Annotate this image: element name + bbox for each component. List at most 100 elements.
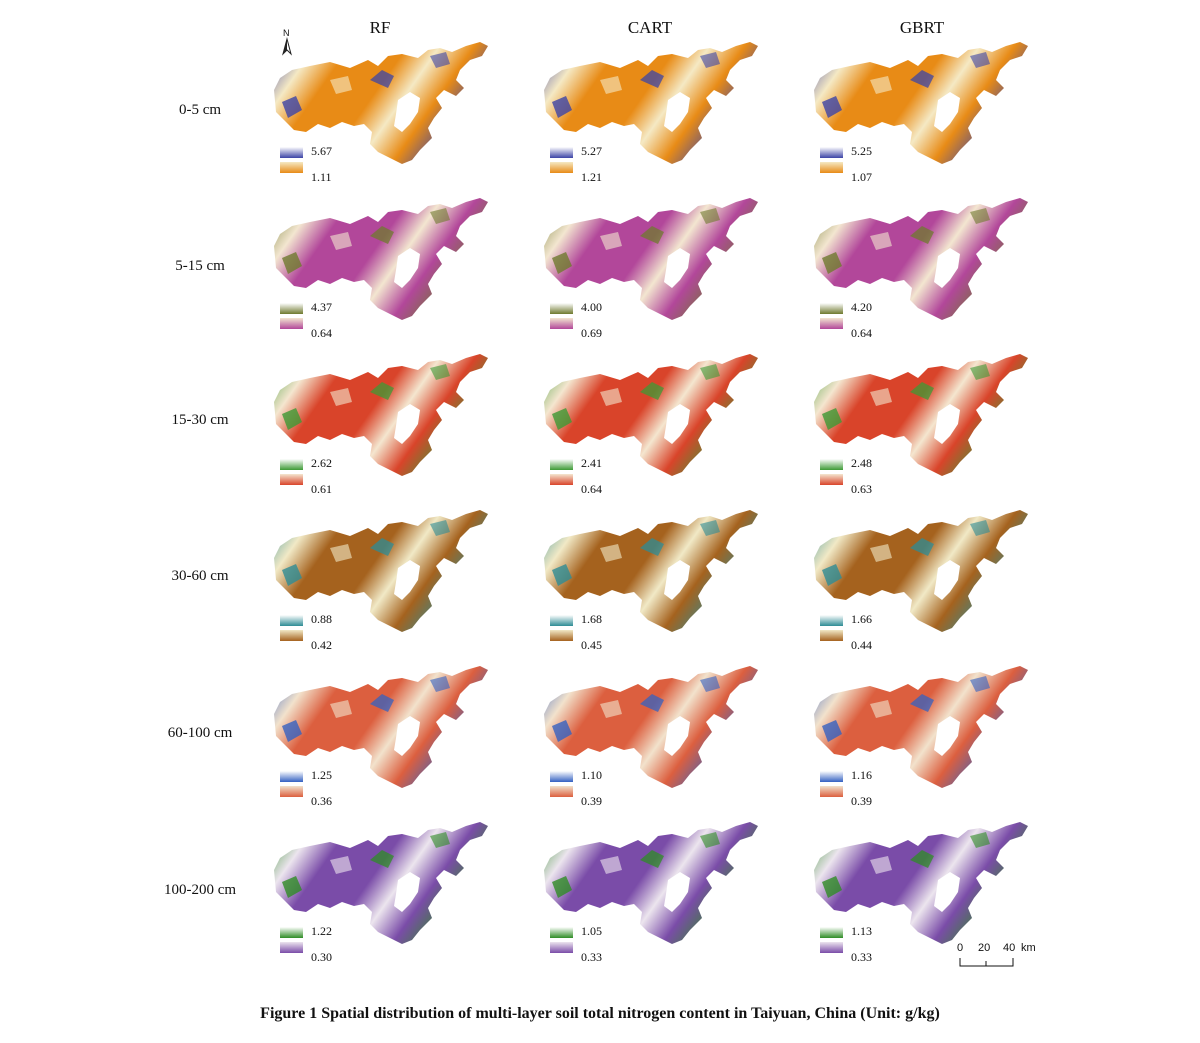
map-panel-cart-4: 1.10 0.39	[540, 664, 770, 814]
soil-nitrogen-map	[814, 510, 1028, 632]
north-label: N	[283, 28, 290, 38]
legend-high-swatch	[280, 615, 303, 626]
map-panel-cart-3: 1.68 0.45	[540, 508, 770, 658]
legend-low-swatch	[280, 474, 303, 485]
legend-min-value: 0.30	[311, 950, 332, 964]
legend-low-swatch	[820, 162, 843, 173]
legend-min-value: 0.39	[581, 794, 602, 808]
legend-max-value: 4.37	[311, 300, 332, 314]
legend-high-swatch	[550, 615, 573, 626]
legend-max-value: 2.41	[581, 456, 602, 470]
legend-min-value: 0.61	[311, 482, 332, 496]
color-legend: 1.13 0.33	[820, 925, 890, 967]
soil-nitrogen-map	[814, 822, 1028, 944]
map-panel-gbrt-0: 5.25 1.07	[810, 40, 1040, 190]
map-panel-rf-3: 0.88 0.42	[270, 508, 500, 658]
row-label-2: 15-30 cm	[171, 412, 229, 428]
color-legend: 2.48 0.63	[820, 457, 890, 499]
map-panel-gbrt-1: 4.20 0.64	[810, 196, 1040, 346]
legend-high-swatch	[280, 303, 303, 314]
soil-nitrogen-map	[274, 666, 488, 788]
soil-nitrogen-map	[274, 198, 488, 320]
legend-max-value: 1.13	[851, 924, 872, 938]
color-legend: 1.16 0.39	[820, 769, 890, 811]
legend-max-value: 1.16	[851, 768, 872, 782]
legend-high-swatch	[550, 147, 573, 158]
legend-max-value: 2.62	[311, 456, 332, 470]
legend-max-value: 5.67	[311, 144, 332, 158]
soil-nitrogen-map	[814, 666, 1028, 788]
legend-low-swatch	[820, 786, 843, 797]
scale-tick-20: 20	[978, 942, 991, 954]
legend-low-swatch	[280, 786, 303, 797]
legend-max-value: 5.25	[851, 144, 872, 158]
legend-min-value: 0.63	[851, 482, 872, 496]
legend-max-value: 1.22	[311, 924, 332, 938]
legend-min-value: 0.33	[851, 950, 872, 964]
map-panel-rf-1: 4.37 0.64	[270, 196, 500, 346]
legend-min-value: 0.39	[851, 794, 872, 808]
color-legend: 1.10 0.39	[550, 769, 620, 811]
legend-high-swatch	[550, 459, 573, 470]
legend-low-swatch	[550, 630, 573, 641]
color-legend: 4.00 0.69	[550, 301, 620, 343]
row-label-0: 0-5 cm	[178, 102, 222, 118]
legend-max-value: 0.88	[311, 612, 332, 626]
legend-low-swatch	[550, 318, 573, 329]
map-panel-cart-0: 5.27 1.21	[540, 40, 770, 190]
column-header-cart: CART	[627, 18, 673, 37]
map-panel-rf-4: 1.25 0.36	[270, 664, 500, 814]
legend-min-value: 0.69	[581, 326, 602, 340]
legend-min-value: 0.64	[851, 326, 872, 340]
legend-min-value: 0.64	[581, 482, 602, 496]
legend-low-swatch	[550, 162, 573, 173]
legend-high-swatch	[550, 303, 573, 314]
legend-low-swatch	[280, 162, 303, 173]
legend-high-swatch	[280, 459, 303, 470]
legend-high-swatch	[820, 771, 843, 782]
legend-high-swatch	[280, 147, 303, 158]
soil-nitrogen-map	[274, 42, 488, 164]
color-legend: 2.62 0.61	[280, 457, 350, 499]
color-legend: 1.05 0.33	[550, 925, 620, 967]
legend-max-value: 4.00	[581, 300, 602, 314]
legend-high-swatch	[280, 771, 303, 782]
legend-high-swatch	[820, 927, 843, 938]
map-panel-gbrt-2: 2.48 0.63	[810, 352, 1040, 502]
legend-low-swatch	[820, 630, 843, 641]
legend-low-swatch	[550, 942, 573, 953]
legend-max-value: 1.10	[581, 768, 602, 782]
color-legend: 4.20 0.64	[820, 301, 890, 343]
color-legend: 4.37 0.64	[280, 301, 350, 343]
soil-nitrogen-map	[814, 198, 1028, 320]
legend-min-value: 0.33	[581, 950, 602, 964]
figure-caption: Figure 1 Spatial distribution of multi-l…	[260, 1005, 940, 1022]
legend-min-value: 1.07	[851, 170, 872, 184]
legend-min-value: 1.21	[581, 170, 602, 184]
soil-nitrogen-map	[544, 354, 758, 476]
row-label-1: 5-15 cm	[175, 258, 225, 274]
color-legend: 1.66 0.44	[820, 613, 890, 655]
color-legend: 1.22 0.30	[280, 925, 350, 967]
soil-nitrogen-map	[814, 354, 1028, 476]
legend-max-value: 2.48	[851, 456, 872, 470]
legend-max-value: 4.20	[851, 300, 872, 314]
north-arrow-icon: N	[280, 28, 294, 58]
legend-high-swatch	[280, 927, 303, 938]
legend-high-swatch	[820, 303, 843, 314]
legend-max-value: 5.27	[581, 144, 602, 158]
soil-nitrogen-map	[544, 666, 758, 788]
row-label-4: 60-100 cm	[167, 725, 233, 741]
scale-tick-40: 40	[1003, 942, 1016, 954]
soil-nitrogen-map	[544, 198, 758, 320]
row-label-5: 100-200 cm	[163, 882, 237, 898]
map-panel-cart-5: 1.05 0.33	[540, 820, 770, 970]
color-legend: 1.68 0.45	[550, 613, 620, 655]
legend-max-value: 1.05	[581, 924, 602, 938]
map-panel-rf-2: 2.62 0.61	[270, 352, 500, 502]
legend-min-value: 0.36	[311, 794, 332, 808]
legend-min-value: 1.11	[311, 170, 332, 184]
legend-low-swatch	[550, 474, 573, 485]
legend-low-swatch	[280, 318, 303, 329]
legend-high-swatch	[820, 147, 843, 158]
